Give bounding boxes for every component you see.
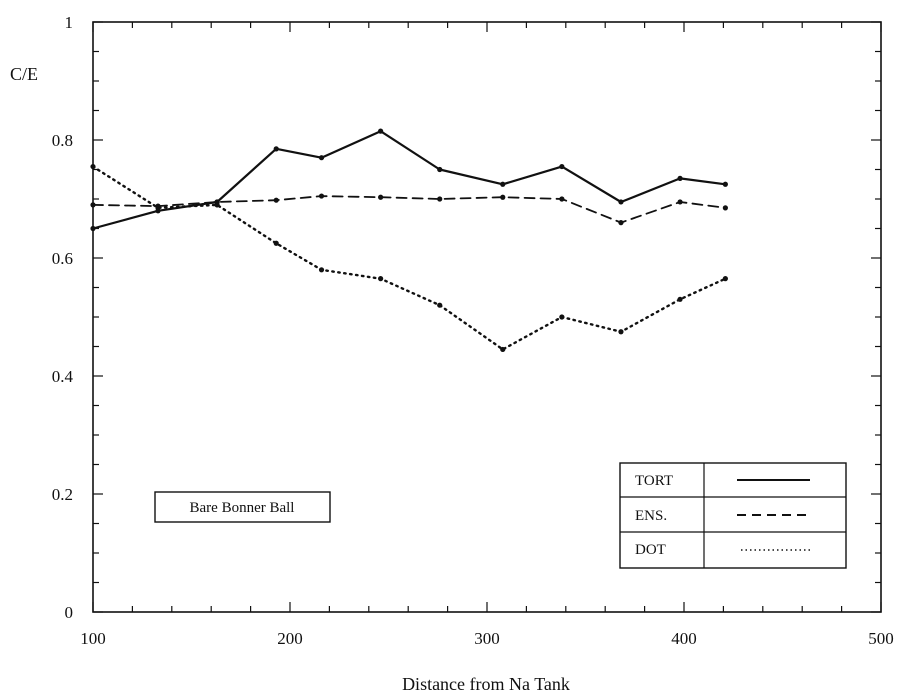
legend: TORT ENS. DOT xyxy=(619,462,847,569)
data-point-dot xyxy=(722,276,728,282)
data-point-dot xyxy=(155,205,161,211)
x-tick-label: 300 xyxy=(474,629,500,648)
data-point-ens xyxy=(437,196,443,202)
data-point-dot xyxy=(437,302,443,308)
y-axis-title: C/E xyxy=(10,64,38,84)
data-point-dot xyxy=(378,276,384,282)
data-point-tort xyxy=(273,146,279,152)
data-point-dot xyxy=(500,346,506,353)
y-tick-labels: 0 0.2 0.4 0.6 0.8 1 xyxy=(52,13,74,622)
data-point-tort xyxy=(318,155,325,161)
data-point-dot xyxy=(618,329,624,335)
axis-ticks xyxy=(92,21,882,613)
data-point-ens xyxy=(618,220,624,226)
y-tick-label: 1 xyxy=(65,13,74,32)
y-tick-label: 0.6 xyxy=(52,249,73,268)
data-point-tort xyxy=(559,163,565,170)
data-point-ens xyxy=(318,193,325,199)
series-layer xyxy=(90,128,728,353)
data-point-dot xyxy=(559,314,565,320)
data-point-tort xyxy=(90,225,96,232)
data-point-dot xyxy=(90,163,96,170)
y-tick-label: 0.2 xyxy=(52,485,73,504)
data-point-tort xyxy=(618,199,624,205)
x-tick-labels: 100 200 300 400 500 xyxy=(80,629,894,648)
data-point-dot xyxy=(273,240,279,246)
series-line-ens xyxy=(92,195,727,224)
annotation-box: Bare Bonner Ball xyxy=(154,491,331,523)
y-tick-label: 0.4 xyxy=(52,367,74,386)
legend-label-ens: ENS. xyxy=(635,508,667,524)
annotation-text: Bare Bonner Ball xyxy=(190,500,295,516)
legend-label-tort: TORT xyxy=(635,473,673,489)
data-point-tort xyxy=(677,175,683,181)
series-line-tort xyxy=(91,130,727,230)
data-point-dot xyxy=(318,267,325,273)
data-point-dot xyxy=(214,202,220,208)
x-tick-label: 200 xyxy=(277,629,303,648)
data-point-tort xyxy=(378,128,384,134)
data-point-ens xyxy=(90,202,96,208)
data-point-ens xyxy=(559,196,565,202)
data-point-dot xyxy=(677,296,683,302)
y-tick-label: 0 xyxy=(65,603,74,622)
series-line-dot xyxy=(91,165,727,351)
y-tick-label: 0.8 xyxy=(52,131,73,150)
data-point-ens xyxy=(500,194,506,200)
data-point-tort xyxy=(437,166,443,173)
data-point-tort xyxy=(500,181,506,187)
data-point-ens xyxy=(722,205,728,211)
data-point-tort xyxy=(722,181,728,187)
data-point-ens xyxy=(378,194,384,200)
x-tick-label: 100 xyxy=(80,629,106,648)
data-point-ens xyxy=(677,199,683,205)
x-axis-title: Distance from Na Tank xyxy=(402,674,570,694)
legend-label-dot: DOT xyxy=(635,542,666,558)
x-tick-label: 400 xyxy=(671,629,697,648)
data-point-ens xyxy=(273,197,279,203)
x-tick-label: 500 xyxy=(868,629,894,648)
